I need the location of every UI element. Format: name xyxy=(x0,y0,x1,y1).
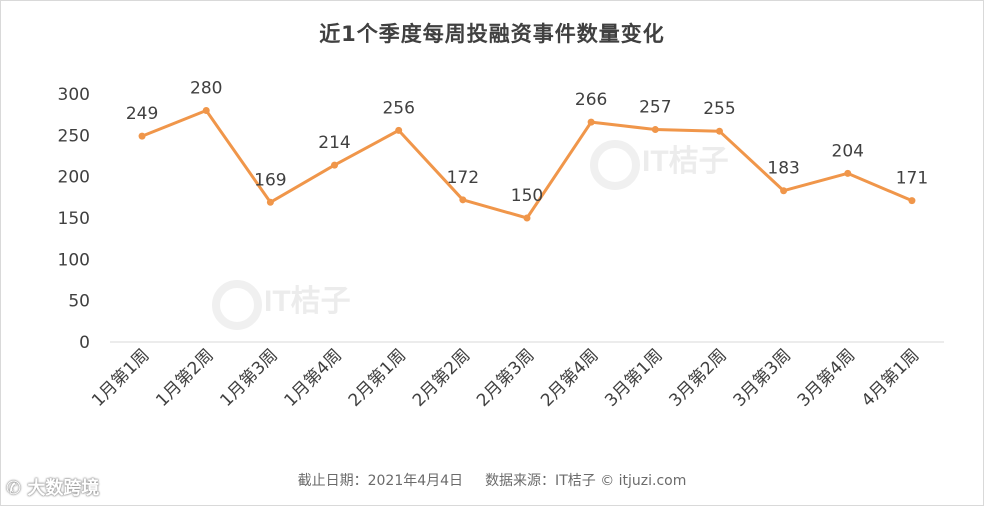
data-point xyxy=(780,187,788,195)
y-tick-label: 300 xyxy=(58,85,90,105)
data-point xyxy=(459,196,467,204)
data-label: 172 xyxy=(447,168,479,188)
x-tick-label: 3月第1周 xyxy=(601,345,667,411)
data-point xyxy=(331,161,339,169)
data-point xyxy=(844,169,852,177)
x-tick-label: 1月第4周 xyxy=(281,345,347,411)
y-tick-label: 200 xyxy=(58,168,90,188)
y-tick-label: 50 xyxy=(68,292,90,312)
data-point xyxy=(908,197,916,205)
data-point xyxy=(266,198,274,206)
x-tick-label: 1月第3周 xyxy=(216,345,282,411)
chart-title: 近1个季度每周投融资事件数量变化 xyxy=(319,22,665,46)
watermark-text: IT桔子 xyxy=(264,285,351,318)
data-label: 249 xyxy=(126,104,158,124)
x-tick-label: 2月第2周 xyxy=(409,345,475,411)
footer-date: 截止日期：2021年4月4日 xyxy=(297,473,464,489)
watermark-logo-icon xyxy=(212,280,262,330)
x-tick-label: 1月第1周 xyxy=(88,345,154,411)
x-tick-label: 3月第2周 xyxy=(665,345,731,411)
data-label: 266 xyxy=(575,90,607,110)
y-tick-label: 0 xyxy=(79,333,90,353)
brand-text: 大数跨境 xyxy=(27,478,100,499)
watermark-text-2: IT桔子 xyxy=(642,145,729,178)
x-tick-label: 3月第4周 xyxy=(794,345,860,411)
x-tick-label: 2月第3周 xyxy=(473,345,539,411)
footer: 截止日期：2021年4月4日 数据来源：IT桔子 © itjuzi.com xyxy=(0,470,984,490)
x-axis-labels: 1月第1周1月第2周1月第3周1月第4周2月第1周2月第2周2月第3周2月第4周… xyxy=(88,345,923,411)
data-label: 150 xyxy=(511,186,543,206)
footer-source: 数据来源：IT桔子 © itjuzi.com xyxy=(485,473,687,489)
data-label: 169 xyxy=(254,170,286,190)
data-point xyxy=(138,132,146,140)
data-point xyxy=(651,126,659,134)
data-point xyxy=(715,127,723,135)
x-tick-label: 2月第1周 xyxy=(345,345,411,411)
brand-logo: ✆ 大数跨境 xyxy=(6,478,100,499)
y-tick-label: 150 xyxy=(58,209,90,229)
data-label: 257 xyxy=(639,98,671,118)
data-label: 280 xyxy=(190,79,222,99)
x-tick-label: 4月第1周 xyxy=(858,345,924,411)
x-tick-label: 3月第3周 xyxy=(730,345,796,411)
data-label: 256 xyxy=(382,98,414,118)
data-label: 171 xyxy=(896,169,928,189)
data-point xyxy=(523,214,531,222)
watermark-logo-icon-2 xyxy=(590,140,640,190)
data-point xyxy=(587,118,595,126)
data-label: 255 xyxy=(703,99,735,119)
x-tick-label: 2月第4周 xyxy=(537,345,603,411)
series-line: 249 280 169 214 256 172 150 266 257 255 183 204 171 xyxy=(126,79,928,222)
y-axis: 0 50 100 150 200 250 300 xyxy=(58,85,90,353)
data-label: 214 xyxy=(318,133,350,153)
data-point xyxy=(395,126,403,134)
y-tick-label: 100 xyxy=(58,250,90,270)
data-label: 183 xyxy=(767,159,799,179)
data-label: 204 xyxy=(832,141,864,161)
data-point xyxy=(202,107,210,115)
x-tick-label: 1月第2周 xyxy=(152,345,218,411)
y-tick-label: 250 xyxy=(58,126,90,146)
